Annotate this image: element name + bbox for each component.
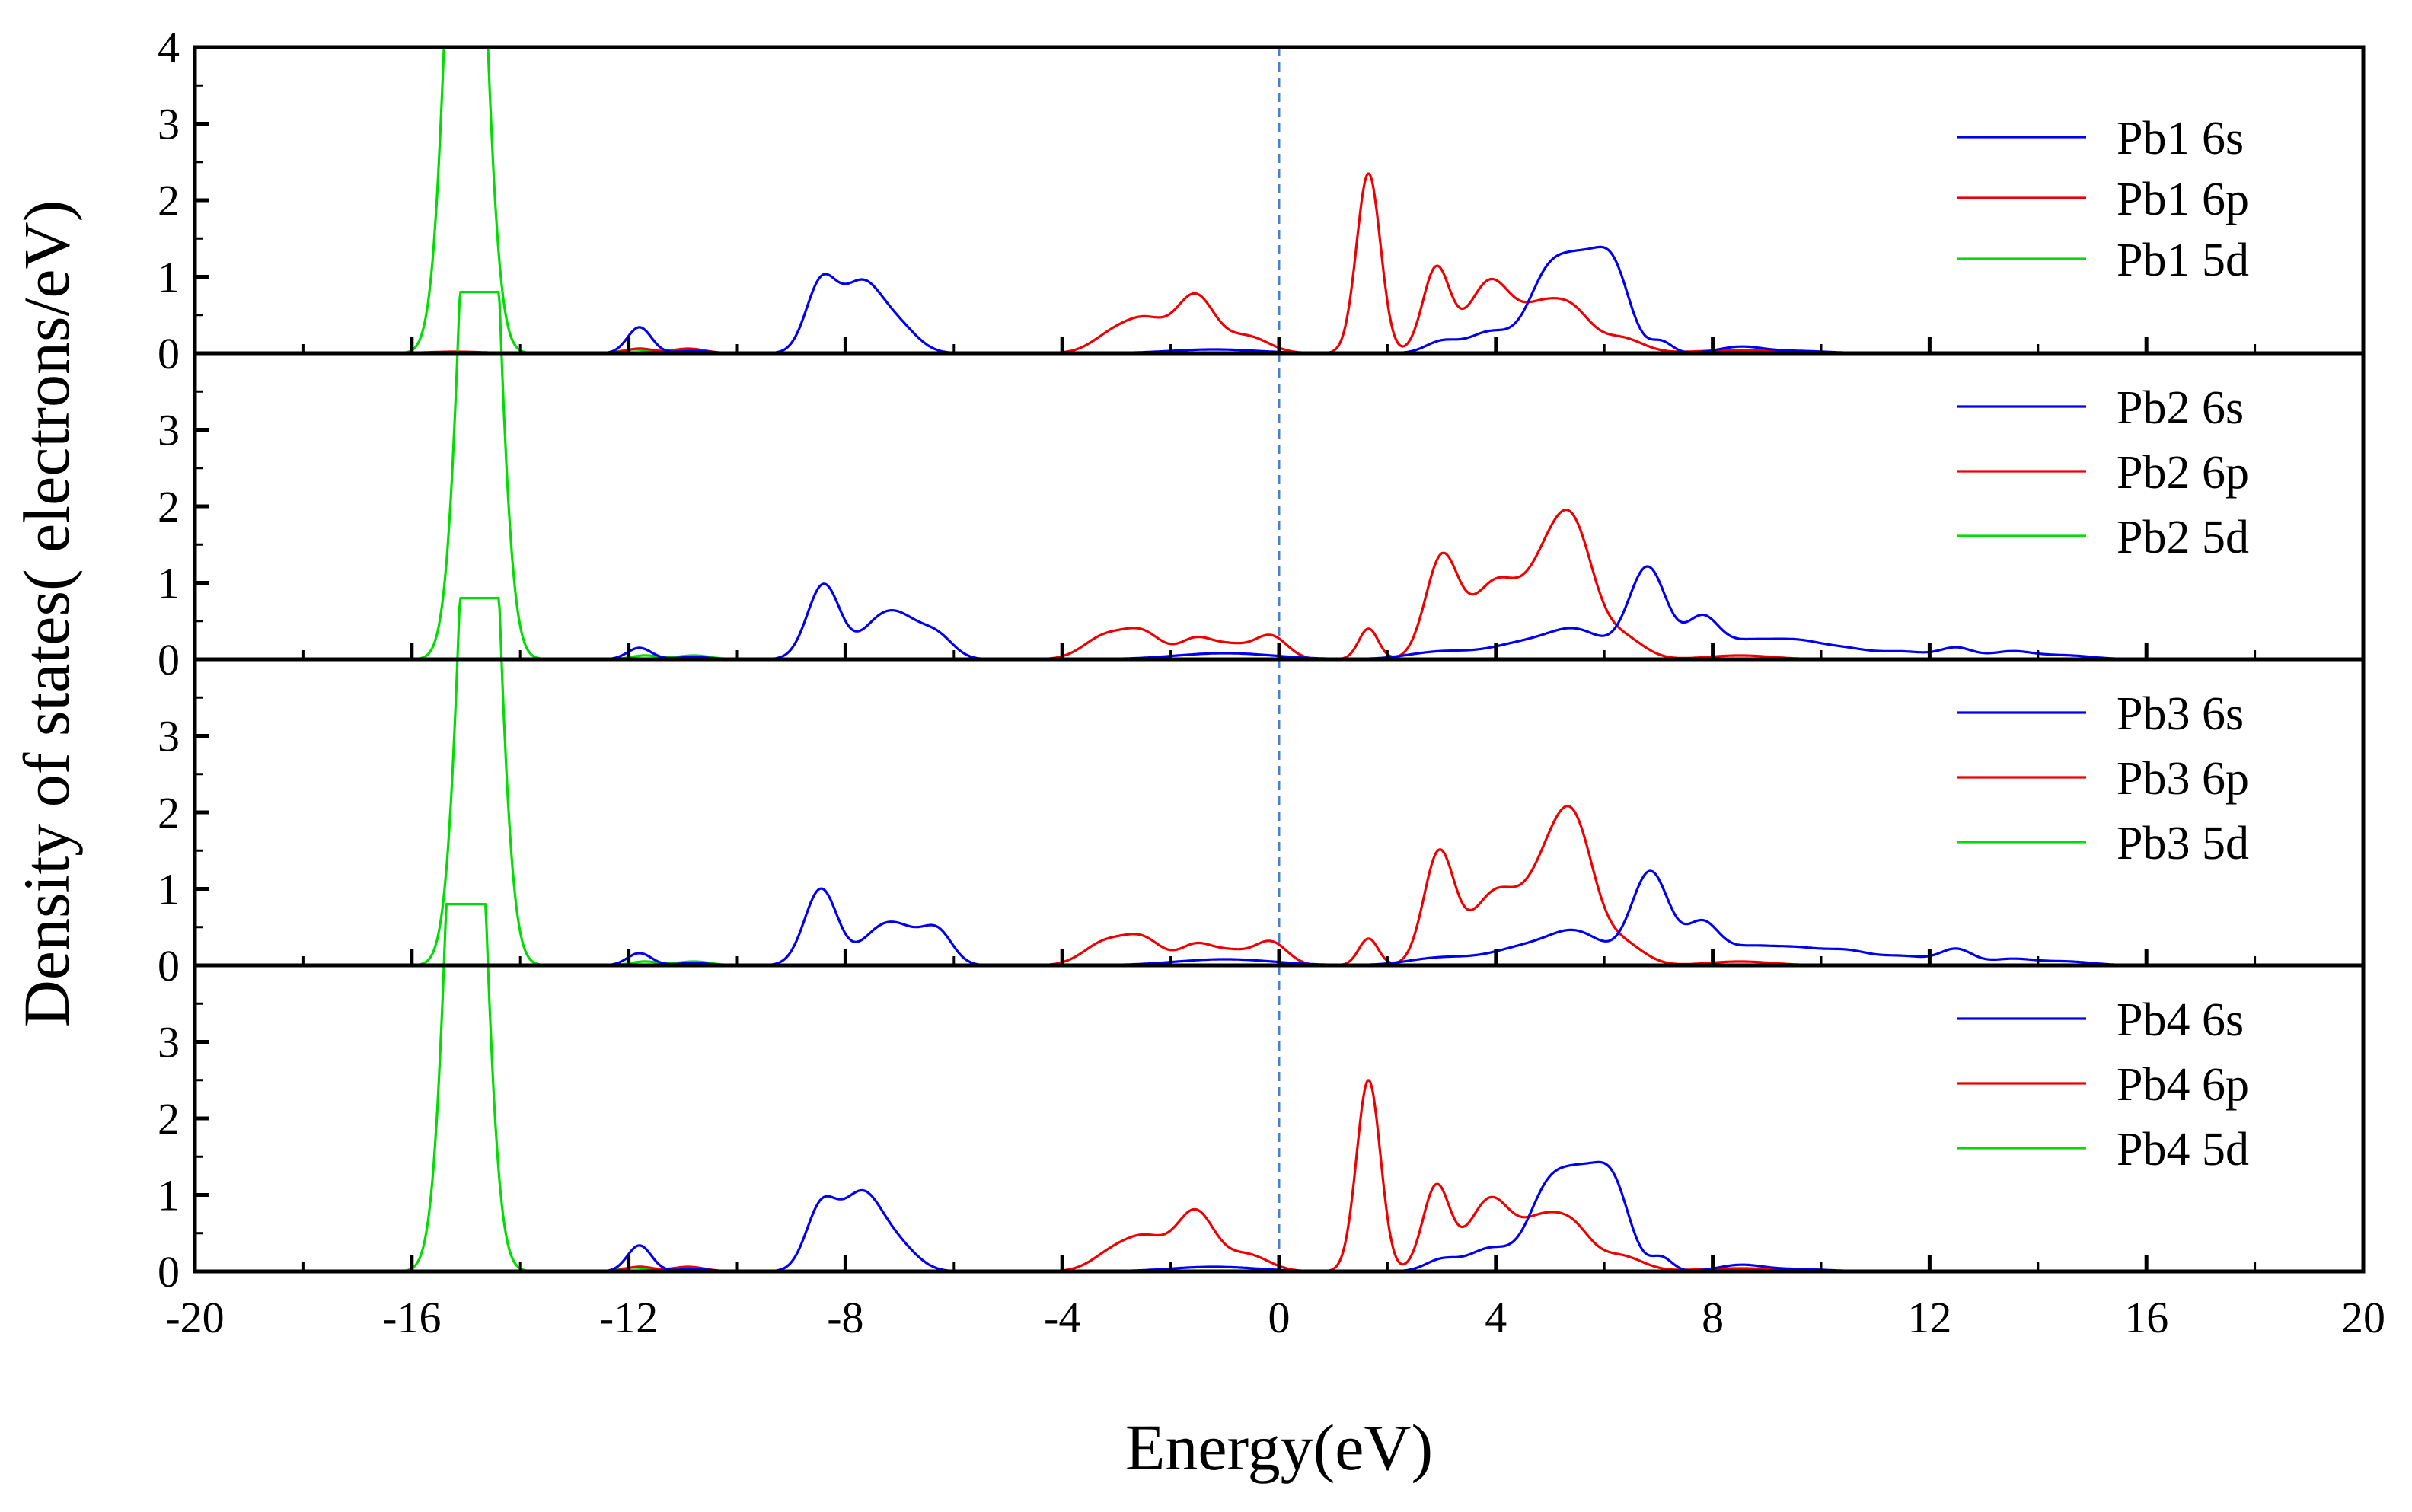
series-pb4-6p [195, 1079, 2309, 1271]
series-pb2-5d [195, 291, 2309, 661]
legend-label-pb3-6p: Pb3 6p [2117, 753, 2249, 805]
x-tick-label: 16 [2124, 1293, 2168, 1342]
x-tick-label: 4 [1485, 1293, 1507, 1342]
y-tick-label: 1 [158, 865, 180, 914]
legend-label-pb3-5d: Pb3 5d [2117, 818, 2249, 869]
series-pb1-6p [195, 172, 2309, 355]
x-tick-label: -20 [165, 1293, 224, 1342]
series-pb3-6s [195, 869, 2309, 967]
legend-label-pb2-6p: Pb2 6p [2117, 447, 2249, 499]
y-tick-label: 0 [158, 329, 180, 378]
y-tick-label: 2 [158, 788, 180, 837]
y-tick-label: 3 [158, 100, 180, 149]
x-tick-label: -12 [599, 1293, 658, 1342]
legend-label-pb4-6p: Pb4 6p [2117, 1059, 2249, 1111]
legend-label-pb1-6s: Pb1 6s [2117, 113, 2244, 164]
legend-label-pb2-5d: Pb2 5d [2117, 512, 2249, 563]
y-tick-label: 3 [158, 406, 180, 455]
series-pb1-5d [195, 47, 2309, 355]
series-pb2-6s [195, 565, 2309, 661]
x-tick-label: -8 [827, 1293, 863, 1342]
y-tick-label: 2 [158, 176, 180, 225]
x-tick-label: 12 [1907, 1293, 1951, 1342]
legend-label-pb1-6p: Pb1 6p [2117, 174, 2249, 225]
y-axis-title: Density of states( electrons/eV) [10, 200, 83, 1028]
y-tick-label: 0 [158, 1247, 180, 1297]
x-tick-label: 20 [2341, 1293, 2385, 1342]
y-tick-label: 2 [158, 1094, 180, 1144]
legends: Pb1 6s Pb1 6p Pb1 5d Pb2 6s Pb2 6p Pb2 5d Pb3 … [1957, 113, 2249, 1175]
panel-pb1 [195, 47, 2309, 355]
panel-pb4 [195, 903, 2309, 1271]
y-tick-label: 1 [158, 559, 180, 608]
x-tick-label: -4 [1044, 1293, 1080, 1342]
legend-label-pb2-6s: Pb2 6s [2117, 382, 2244, 434]
y-tick-label: 3 [158, 1018, 180, 1067]
x-tick-label: -16 [382, 1293, 441, 1342]
y-tick-label: 2 [158, 482, 180, 531]
legend-label-pb4-5d: Pb4 5d [2117, 1124, 2249, 1175]
series-pb3-6p [195, 805, 2309, 967]
y-tick-label: 3 [158, 712, 180, 761]
series-pb4-6s [195, 1160, 2309, 1271]
panel-pb2 [195, 291, 2309, 661]
x-tick-label: 0 [1268, 1293, 1291, 1342]
x-tick-label: 8 [1702, 1293, 1724, 1342]
y-tick-label: 0 [158, 941, 180, 990]
x-axis-title: Energy(eV) [1125, 1411, 1433, 1484]
y-tick-label: 1 [158, 253, 180, 302]
plot-area [195, 47, 2309, 1271]
y-tick-label: 1 [158, 1171, 180, 1220]
y-tick-label: 0 [158, 635, 180, 684]
y-tick-label: 4 [158, 23, 180, 72]
series-pb2-6p [195, 509, 2309, 661]
legend-label-pb4-6s: Pb4 6s [2117, 994, 2244, 1046]
legend-label-pb3-6s: Pb3 6s [2117, 688, 2244, 740]
legend-label-pb1-5d: Pb1 5d [2117, 234, 2249, 286]
